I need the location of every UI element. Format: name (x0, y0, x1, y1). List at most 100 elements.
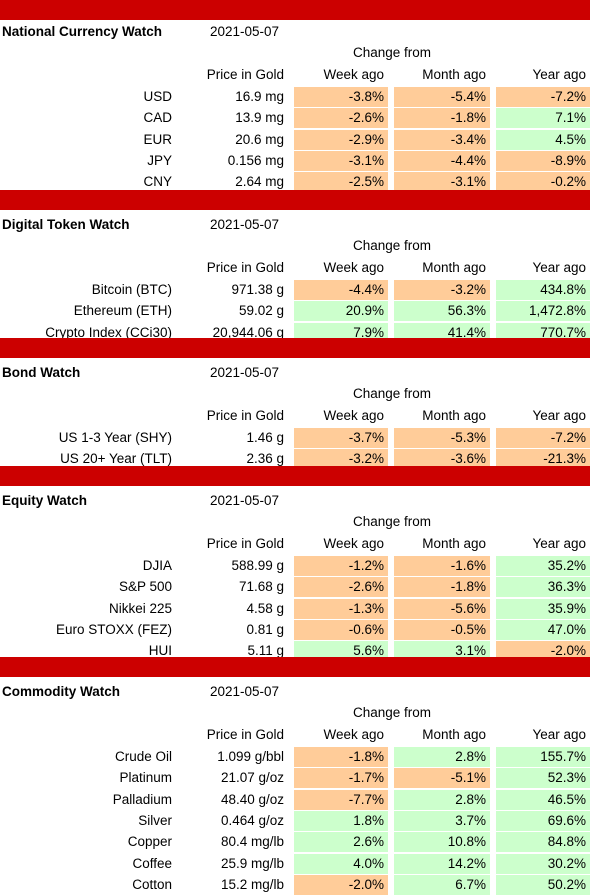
price-in-gold-cell: 2.36 g (246, 451, 284, 467)
row-name: Bitcoin (BTC) (91, 282, 172, 297)
year-change-cell: 155.7% (496, 747, 590, 767)
week-change-cell: 2.6% (294, 832, 388, 853)
price-in-gold-cell: 71.68 g (238, 579, 284, 595)
year-header: Year ago (532, 408, 586, 423)
year-change-cell: -7.2% (496, 87, 590, 107)
week-change-cell: 4.0% (294, 853, 388, 874)
price-header: Price in Gold (206, 536, 284, 551)
price-header: Price in Gold (206, 408, 284, 423)
month-change-cell: 2.8% (394, 789, 490, 810)
section-divider-bar (0, 0, 590, 20)
row-name: Ethereum (ETH) (73, 303, 172, 319)
month-change-cell: -3.6% (394, 449, 490, 470)
price-in-gold-cell: 1.099 g/bbl (217, 749, 284, 764)
year-change-cell: 69.6% (496, 810, 590, 831)
change-from-header: Change from (352, 45, 432, 60)
week-change-cell: -1.8% (294, 747, 388, 767)
row-name: S&P 500 (118, 579, 172, 595)
section-divider-bar (0, 466, 590, 486)
price-header: Price in Gold (206, 727, 284, 742)
row-name: Crude Oil (114, 749, 172, 764)
week-change-cell: -2.6% (294, 577, 388, 598)
year-header: Year ago (532, 727, 586, 742)
month-change-cell: 2.8% (394, 747, 490, 767)
month-change-cell: 41.4% (394, 322, 490, 343)
price-in-gold-cell: 20.6 mg (235, 131, 284, 147)
section-date: 2021-05-07 (210, 684, 280, 699)
row-name: CAD (143, 110, 172, 126)
table-row: Crypto Index (CCi30) 20,944.06 g 7.9% 41.4%… (0, 322, 590, 344)
year-change-cell: 52.3% (496, 768, 590, 789)
year-change-cell: 50.2% (496, 874, 590, 895)
week-change-cell: -7.7% (294, 789, 388, 810)
month-change-cell: -0.5% (394, 619, 490, 640)
price-header: Price in Gold (206, 67, 284, 82)
section-title: Equity Watch (2, 493, 88, 508)
month-change-cell: -3.2% (394, 280, 490, 300)
month-change-cell: 3.1% (394, 641, 490, 662)
table-row: Copper 80.4 mg/lb 2.6% 10.8% 84.8% (0, 832, 590, 853)
week-change-cell: -0.6% (294, 619, 388, 640)
table-row: CAD 13.9 mg -2.6% -1.8% 7.1% (0, 108, 590, 129)
month-header: Month ago (422, 67, 486, 82)
price-in-gold-cell: 971.38 g (231, 282, 284, 297)
week-change-cell: -3.1% (294, 150, 388, 171)
year-change-cell: -21.3% (496, 449, 590, 470)
row-name: JPY (147, 152, 172, 168)
row-name: Platinum (119, 770, 172, 786)
year-change-cell: 35.9% (496, 598, 590, 619)
year-change-cell: -7.2% (496, 428, 590, 448)
table-row: Cotton 15.2 mg/lb -2.0% 6.7% 50.2% (0, 874, 590, 896)
section-title: National Currency Watch (2, 24, 163, 39)
row-name: Euro STOXX (FEZ) (55, 621, 172, 637)
month-change-cell: 56.3% (394, 301, 490, 322)
price-in-gold-cell: 2.64 mg (235, 174, 284, 190)
price-in-gold-cell: 0.156 mg (227, 152, 284, 168)
row-name: US 1-3 Year (SHY) (58, 430, 172, 445)
table-row: Euro STOXX (FEZ) 0.81 g -0.6% -0.5% 47.0% (0, 619, 590, 641)
price-in-gold-cell: 25.9 mg/lb (220, 855, 284, 871)
price-in-gold-cell: 4.58 g (246, 600, 284, 616)
month-header: Month ago (422, 536, 486, 551)
year-change-cell: 30.2% (496, 853, 590, 874)
section-date: 2021-05-07 (210, 493, 280, 508)
table-row: US 20+ Year (TLT) 2.36 g -3.2% -3.6% -21.3% (0, 449, 590, 470)
week-header: Week ago (323, 408, 384, 423)
week-change-cell: 7.9% (294, 322, 388, 343)
year-change-cell: 36.3% (496, 577, 590, 598)
price-in-gold-cell: 15.2 mg/lb (220, 876, 284, 892)
year-change-cell: -8.9% (496, 150, 590, 171)
price-in-gold-cell: 5.11 g (247, 643, 284, 659)
section-title: Bond Watch (2, 365, 81, 380)
price-in-gold-cell: 1.46 g (246, 430, 284, 445)
row-name: Silver (138, 812, 172, 828)
week-change-cell: -1.2% (294, 556, 388, 576)
month-change-cell: -5.1% (394, 768, 490, 789)
year-change-cell: 46.5% (496, 789, 590, 810)
table-row: JPY 0.156 mg -3.1% -4.4% -8.9% (0, 150, 590, 172)
change-from-header: Change from (352, 514, 432, 529)
month-change-cell: 6.7% (394, 874, 490, 895)
year-change-cell: 47.0% (496, 619, 590, 640)
row-name: DJIA (142, 558, 172, 573)
week-change-cell: -1.3% (294, 598, 388, 619)
price-in-gold-cell: 13.9 mg (235, 110, 284, 126)
table-row: Platinum 21.07 g/oz -1.7% -5.1% 52.3% (0, 768, 590, 789)
table-row: Crude Oil 1.099 g/bbl -1.8% 2.8% 155.7% (0, 747, 590, 768)
section-divider-bar (0, 338, 590, 358)
year-change-cell: 7.1% (496, 108, 590, 129)
price-in-gold-cell: 20,944.06 g (212, 324, 284, 340)
table-row: S&P 500 71.68 g -2.6% -1.8% 36.3% (0, 577, 590, 598)
year-change-cell: 770.7% (496, 322, 590, 343)
table-row: USD 16.9 mg -3.8% -5.4% -7.2% (0, 87, 590, 108)
month-change-cell: -5.3% (394, 428, 490, 448)
row-name: EUR (143, 131, 172, 147)
week-change-cell: 1.8% (294, 810, 388, 831)
section-date: 2021-05-07 (210, 365, 280, 380)
week-change-cell: -3.8% (294, 87, 388, 107)
price-in-gold-cell: 0.464 g/oz (220, 812, 284, 828)
change-from-header: Change from (352, 705, 432, 720)
month-change-cell: -1.8% (394, 577, 490, 598)
month-change-cell: -1.8% (394, 108, 490, 129)
row-name: Palladium (112, 791, 172, 807)
